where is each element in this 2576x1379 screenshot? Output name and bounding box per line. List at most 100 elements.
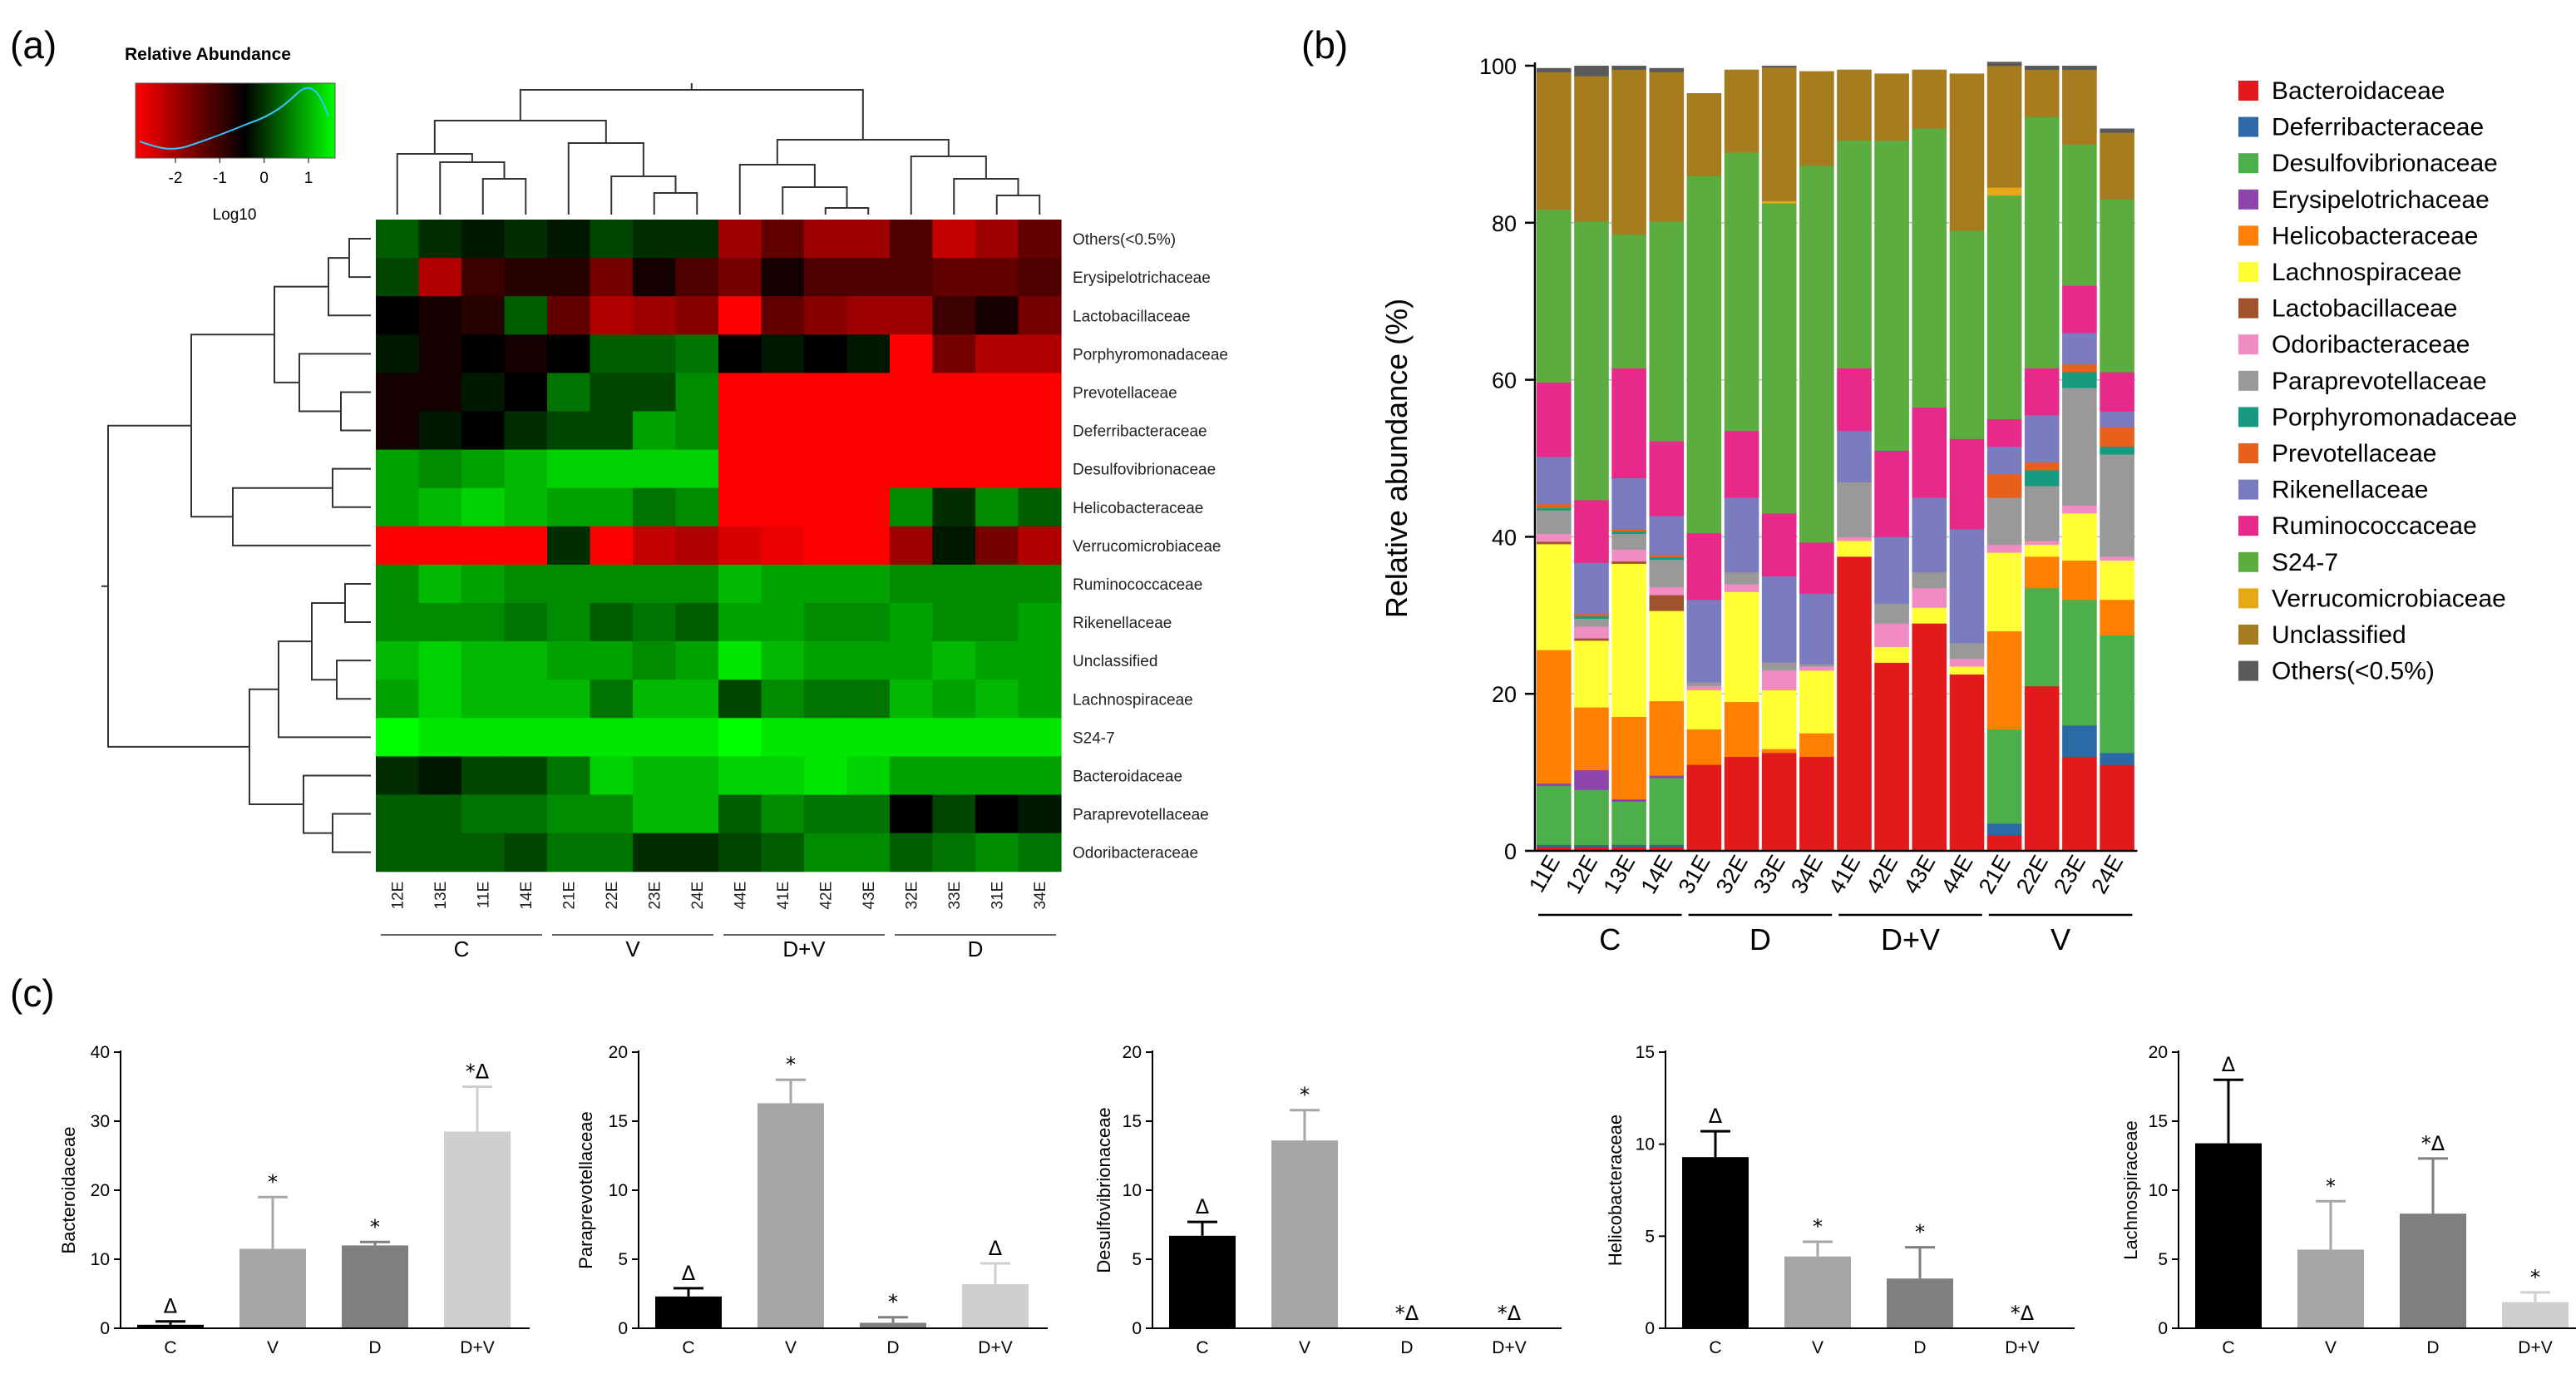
bar-chart-desulfovibrionaceae: Δ C * V *Δ D *Δ D+V 0 5 10 15 20 Desulfovibrionaceae: [1093, 1043, 1562, 1357]
heatmap-cell-porphyromonadaceae-12E: [376, 334, 420, 373]
bar-segment-helicobacteraceae-11E: [1537, 650, 1572, 784]
heatmap-cell-odoribacteraceae-32E: [890, 833, 934, 872]
bar-segment-verrucomicrobiaceae-33E: [1761, 200, 1797, 204]
bar-segment-odoribacteraceae-41E: [1837, 536, 1872, 541]
heatmap-cell-lactobacillaceae-43E: [846, 296, 891, 335]
y-tick-label: 10: [1123, 1181, 1142, 1200]
bar-segment-odoribacteraceae-44E: [1949, 658, 1985, 667]
heatmap-cell-rikenellaceae-14E: [504, 603, 548, 642]
bar-segment-prevotellaceae-12E: [1574, 613, 1609, 617]
heatmap-column-label-34E: 34E: [1032, 882, 1049, 910]
column-dendrogram-link: [481, 178, 527, 215]
heatmap-cell-desulfovibrionaceae-42E: [804, 449, 848, 489]
column-dendrogram-link: [519, 89, 864, 140]
y-tick-label: 20: [2149, 1043, 2168, 1062]
heatmap-cell-erysipelotrichaceae-34E: [1018, 258, 1062, 297]
y-tick-label: 20: [91, 1181, 110, 1200]
x-tick-label-v: V: [267, 1338, 279, 1357]
heatmap-cell-prevotellaceae-43E: [846, 373, 891, 413]
legend-label-prevotellaceae: Prevotellaceae: [2272, 440, 2436, 467]
heatmap-cell-porphyromonadaceae-42E: [804, 334, 848, 373]
heatmap-cell-others-0-5-13E: [418, 220, 462, 259]
heatmap-cell-odoribacteraceae-23E: [633, 833, 677, 872]
legend-label-odoribacteraceae: Odoribacteraceae: [2272, 331, 2470, 358]
heatmap-cell-s24-7-31E: [975, 718, 1019, 757]
bar-segment-ruminococcaceae-34E: [1799, 542, 1834, 594]
y-tick-label: 80: [1492, 211, 1517, 236]
bar-segment-paraprevotellaceae-13E: [1611, 533, 1646, 550]
heatmap-cell-helicobacteraceae-23E: [633, 487, 677, 527]
bar-segment-rikenellaceae-44E: [1949, 529, 1985, 644]
row-dendrogram-link: [274, 285, 328, 383]
heatmap-cell-rikenellaceae-33E: [932, 603, 976, 642]
bar-segment-lachnospiraceae-14E: [1649, 610, 1685, 702]
heatmap-cell-s24-7-22E: [590, 718, 634, 757]
legend-swatch-erysipelotrichaceae: [2238, 189, 2258, 210]
group-label-d: D: [1749, 922, 1771, 956]
bar-segment-lachnospiraceae-21E: [1986, 552, 2022, 632]
bar-segment-others-0-5-12E: [1574, 66, 1609, 77]
bar-segment-ruminococcaceae-32E: [1724, 431, 1759, 498]
bar-segment-rikenellaceae-43E: [1912, 497, 1947, 573]
y-tick-label: 20: [1492, 682, 1517, 707]
bar-segment-deferribacteraceae-23E: [2062, 725, 2097, 758]
x-tick-label-33E: 33E: [1749, 851, 1790, 898]
heatmap-cell-deferribacteraceae-43E: [846, 411, 891, 451]
heatmap-cell-rikenellaceae-42E: [804, 603, 848, 642]
x-tick-label-c: C: [2222, 1338, 2234, 1357]
heatmap-cell-odoribacteraceae-33E: [932, 833, 976, 872]
heatmap-cell-s24-7-44E: [718, 718, 762, 757]
heatmap-cell-rikenellaceae-34E: [1018, 603, 1062, 642]
bar-segment-lachnospiraceae-42E: [1874, 646, 1909, 663]
heatmap-cell-lachnospiraceae-14E: [504, 680, 548, 719]
y-tick-label: 20: [609, 1043, 628, 1062]
bar-bacteroidaceae-d-v: [444, 1131, 511, 1328]
bar-segment-s24-7-32E: [1724, 151, 1759, 432]
heatmap-cell-others-0-5-24E: [675, 220, 719, 259]
heatmap-cell-bacteroidaceae-43E: [846, 756, 891, 796]
heatmap-row-label-deferribacteraceae: Deferribacteraceae: [1073, 423, 1207, 441]
heatmap-cell-lachnospiraceae-41E: [761, 680, 805, 719]
bar-lachnospiraceae-d-v: [2502, 1302, 2569, 1328]
bar-segment-lachnospiraceae-43E: [1912, 607, 1947, 624]
legend-swatch-verrucomicrobiaceae: [2238, 588, 2258, 609]
bar-segment-erysipelotrichaceae-13E: [1611, 798, 1646, 802]
heatmap-cell-desulfovibrionaceae-31E: [975, 449, 1019, 489]
bar-segment-rikenellaceae-22E: [2024, 415, 2060, 463]
bar-segment-lachnospiraceae-34E: [1799, 670, 1834, 734]
bar-segment-ruminococcaceae-42E: [1874, 450, 1909, 537]
y-tick-label: 10: [1636, 1135, 1655, 1154]
heatmap-cell-ruminococcaceae-22E: [590, 564, 634, 604]
bar-segment-lachnospiraceae-24E: [2100, 560, 2134, 601]
heatmap-cell-s24-7-14E: [504, 718, 548, 757]
bar-segment-bacteroidaceae-21E: [1986, 835, 2022, 852]
bar-segment-paraprevotellaceae-21E: [1986, 497, 2022, 546]
x-tick-label-d: D: [886, 1338, 899, 1357]
heatmap-cell-porphyromonadaceae-24E: [675, 334, 719, 373]
heatmap-cell-paraprevotellaceae-41E: [761, 794, 805, 834]
heatmap-row-label-paraprevotellaceae: Paraprevotellaceae: [1073, 807, 1209, 824]
heatmap-cell-lactobacillaceae-21E: [547, 296, 591, 335]
y-tick-label: 100: [1479, 54, 1517, 79]
x-tick-label-13E: 13E: [1598, 851, 1640, 898]
bar-segment-ruminococcaceae-44E: [1949, 438, 1985, 530]
bar-chart-paraprevotellaceae: Δ C * V * D Δ D+V 0 5 10 15 20 Paraprevotellaceae: [575, 1043, 1048, 1357]
heatmap-cell-verrucomicrobiaceae-32E: [890, 526, 934, 566]
legend-swatch-desulfovibrionaceae: [2238, 153, 2258, 174]
heatmap-column-label-42E: 42E: [818, 882, 836, 910]
legend-swatch-unclassified: [2238, 625, 2258, 645]
heatmap-cell-paraprevotellaceae-24E: [675, 794, 719, 834]
legend-label-paraprevotellaceae: Paraprevotellaceae: [2272, 368, 2487, 395]
heatmap-cell-helicobacteraceae-31E: [975, 487, 1019, 527]
heatmap-cell-bacteroidaceae-24E: [675, 756, 719, 796]
bar-segment-desulfovibrionaceae-22E: [2024, 587, 2060, 687]
heatmap-cell-erysipelotrichaceae-42E: [804, 258, 848, 297]
significance-mark: Δ: [164, 1295, 178, 1318]
legend-swatch-porphyromonadaceae: [2238, 407, 2258, 428]
bar-segment-lactobacillaceae-14E: [1649, 595, 1685, 611]
heatmap-cell-bacteroidaceae-23E: [633, 756, 677, 796]
heatmap-cell-lactobacillaceae-44E: [718, 296, 762, 335]
bar-segment-unclassified-24E: [2100, 132, 2134, 200]
heatmap-row-label-lactobacillaceae: Lactobacillaceae: [1073, 308, 1191, 325]
heatmap-cell-others-0-5-43E: [846, 220, 891, 259]
